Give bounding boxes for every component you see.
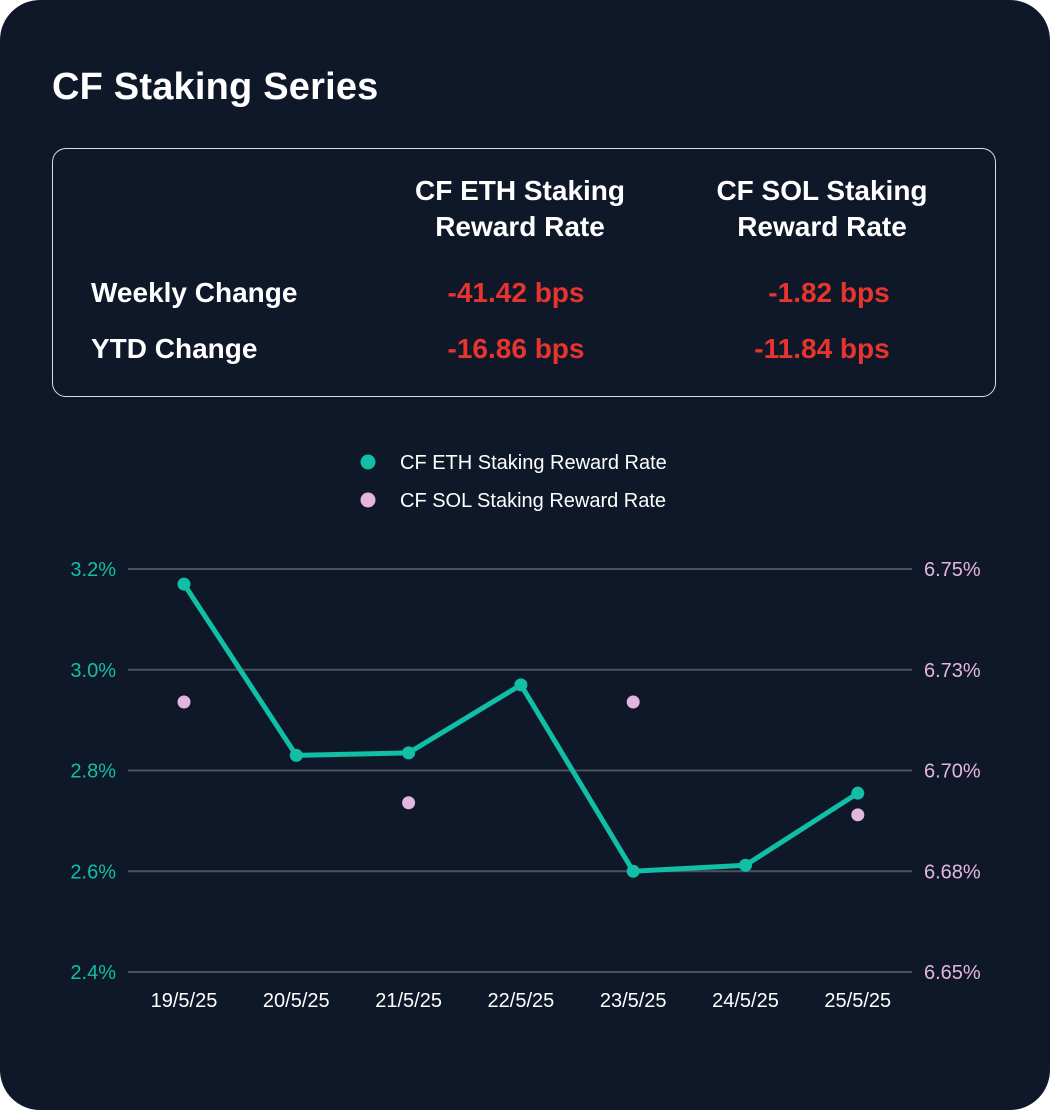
- page-title: CF Staking Series: [52, 66, 379, 108]
- x-tick-label: 19/5/25: [151, 990, 218, 1012]
- data-point-0-3: [514, 678, 528, 692]
- y-left-tick-label: 3.2%: [70, 559, 116, 581]
- data-point-0-1: [289, 748, 303, 762]
- legend-marker-0: [360, 454, 376, 470]
- ytd-eth-value: -16.86 bps: [447, 333, 585, 364]
- y-left-tick-label: 3.0%: [70, 660, 116, 682]
- data-point-0-4: [626, 864, 640, 878]
- series-line-0: [181, 581, 861, 874]
- y-right-tick-label: 6.70%: [924, 761, 981, 783]
- legend-label-0: CF ETH Staking Reward Rate: [400, 452, 667, 474]
- y-right-tick-label: 6.75%: [924, 559, 981, 581]
- ytd-sol-value: -11.84 bps: [754, 333, 890, 364]
- data-point-1-6: [851, 808, 865, 822]
- data-point-0-5: [739, 858, 752, 872]
- data-point-1-0: [177, 695, 191, 709]
- data-point-1-4: [626, 695, 640, 709]
- x-tick-label: 23/5/25: [600, 990, 667, 1012]
- y-left-tick-label: 2.4%: [70, 962, 116, 984]
- y-left-tick-label: 2.6%: [70, 861, 116, 883]
- header-sol-line1: CF SOL Staking: [716, 175, 928, 206]
- y-right-tick-label: 6.68%: [924, 861, 981, 883]
- x-tick-label: 24/5/25: [712, 990, 779, 1012]
- row-label-ytd: YTD Change: [91, 333, 258, 364]
- weekly-eth-value: -41.42 bps: [447, 277, 585, 308]
- row-label-weekly: Weekly Change: [91, 277, 298, 308]
- y-left-tick-label: 2.8%: [70, 761, 116, 783]
- data-point-1-2: [402, 796, 416, 810]
- data-point-0-0: [177, 577, 191, 591]
- legend-label-1: CF SOL Staking Reward Rate: [400, 490, 666, 512]
- y-right-tick-label: 6.65%: [924, 962, 981, 984]
- header-sol-line2: Reward Rate: [737, 211, 907, 242]
- header-eth-line2: Reward Rate: [435, 211, 605, 242]
- x-tick-label: 25/5/25: [824, 990, 891, 1012]
- data-point-0-6: [851, 786, 865, 800]
- data-point-0-2: [402, 746, 416, 760]
- weekly-sol-value: -1.82 bps: [768, 277, 890, 308]
- y-right-tick-label: 6.73%: [924, 660, 981, 682]
- x-tick-label: 21/5/25: [375, 990, 442, 1012]
- staking-chart: CF ETH Staking Reward Rate CF SOL Staking…: [70, 452, 981, 1012]
- x-tick-label: 22/5/25: [488, 990, 555, 1012]
- legend-marker-1: [360, 492, 376, 508]
- x-tick-label: 20/5/25: [263, 990, 330, 1012]
- header-eth-line1: CF ETH Staking: [414, 175, 625, 206]
- summary-table: CF ETH Staking Reward Rate CF SOL Stakin…: [52, 148, 996, 397]
